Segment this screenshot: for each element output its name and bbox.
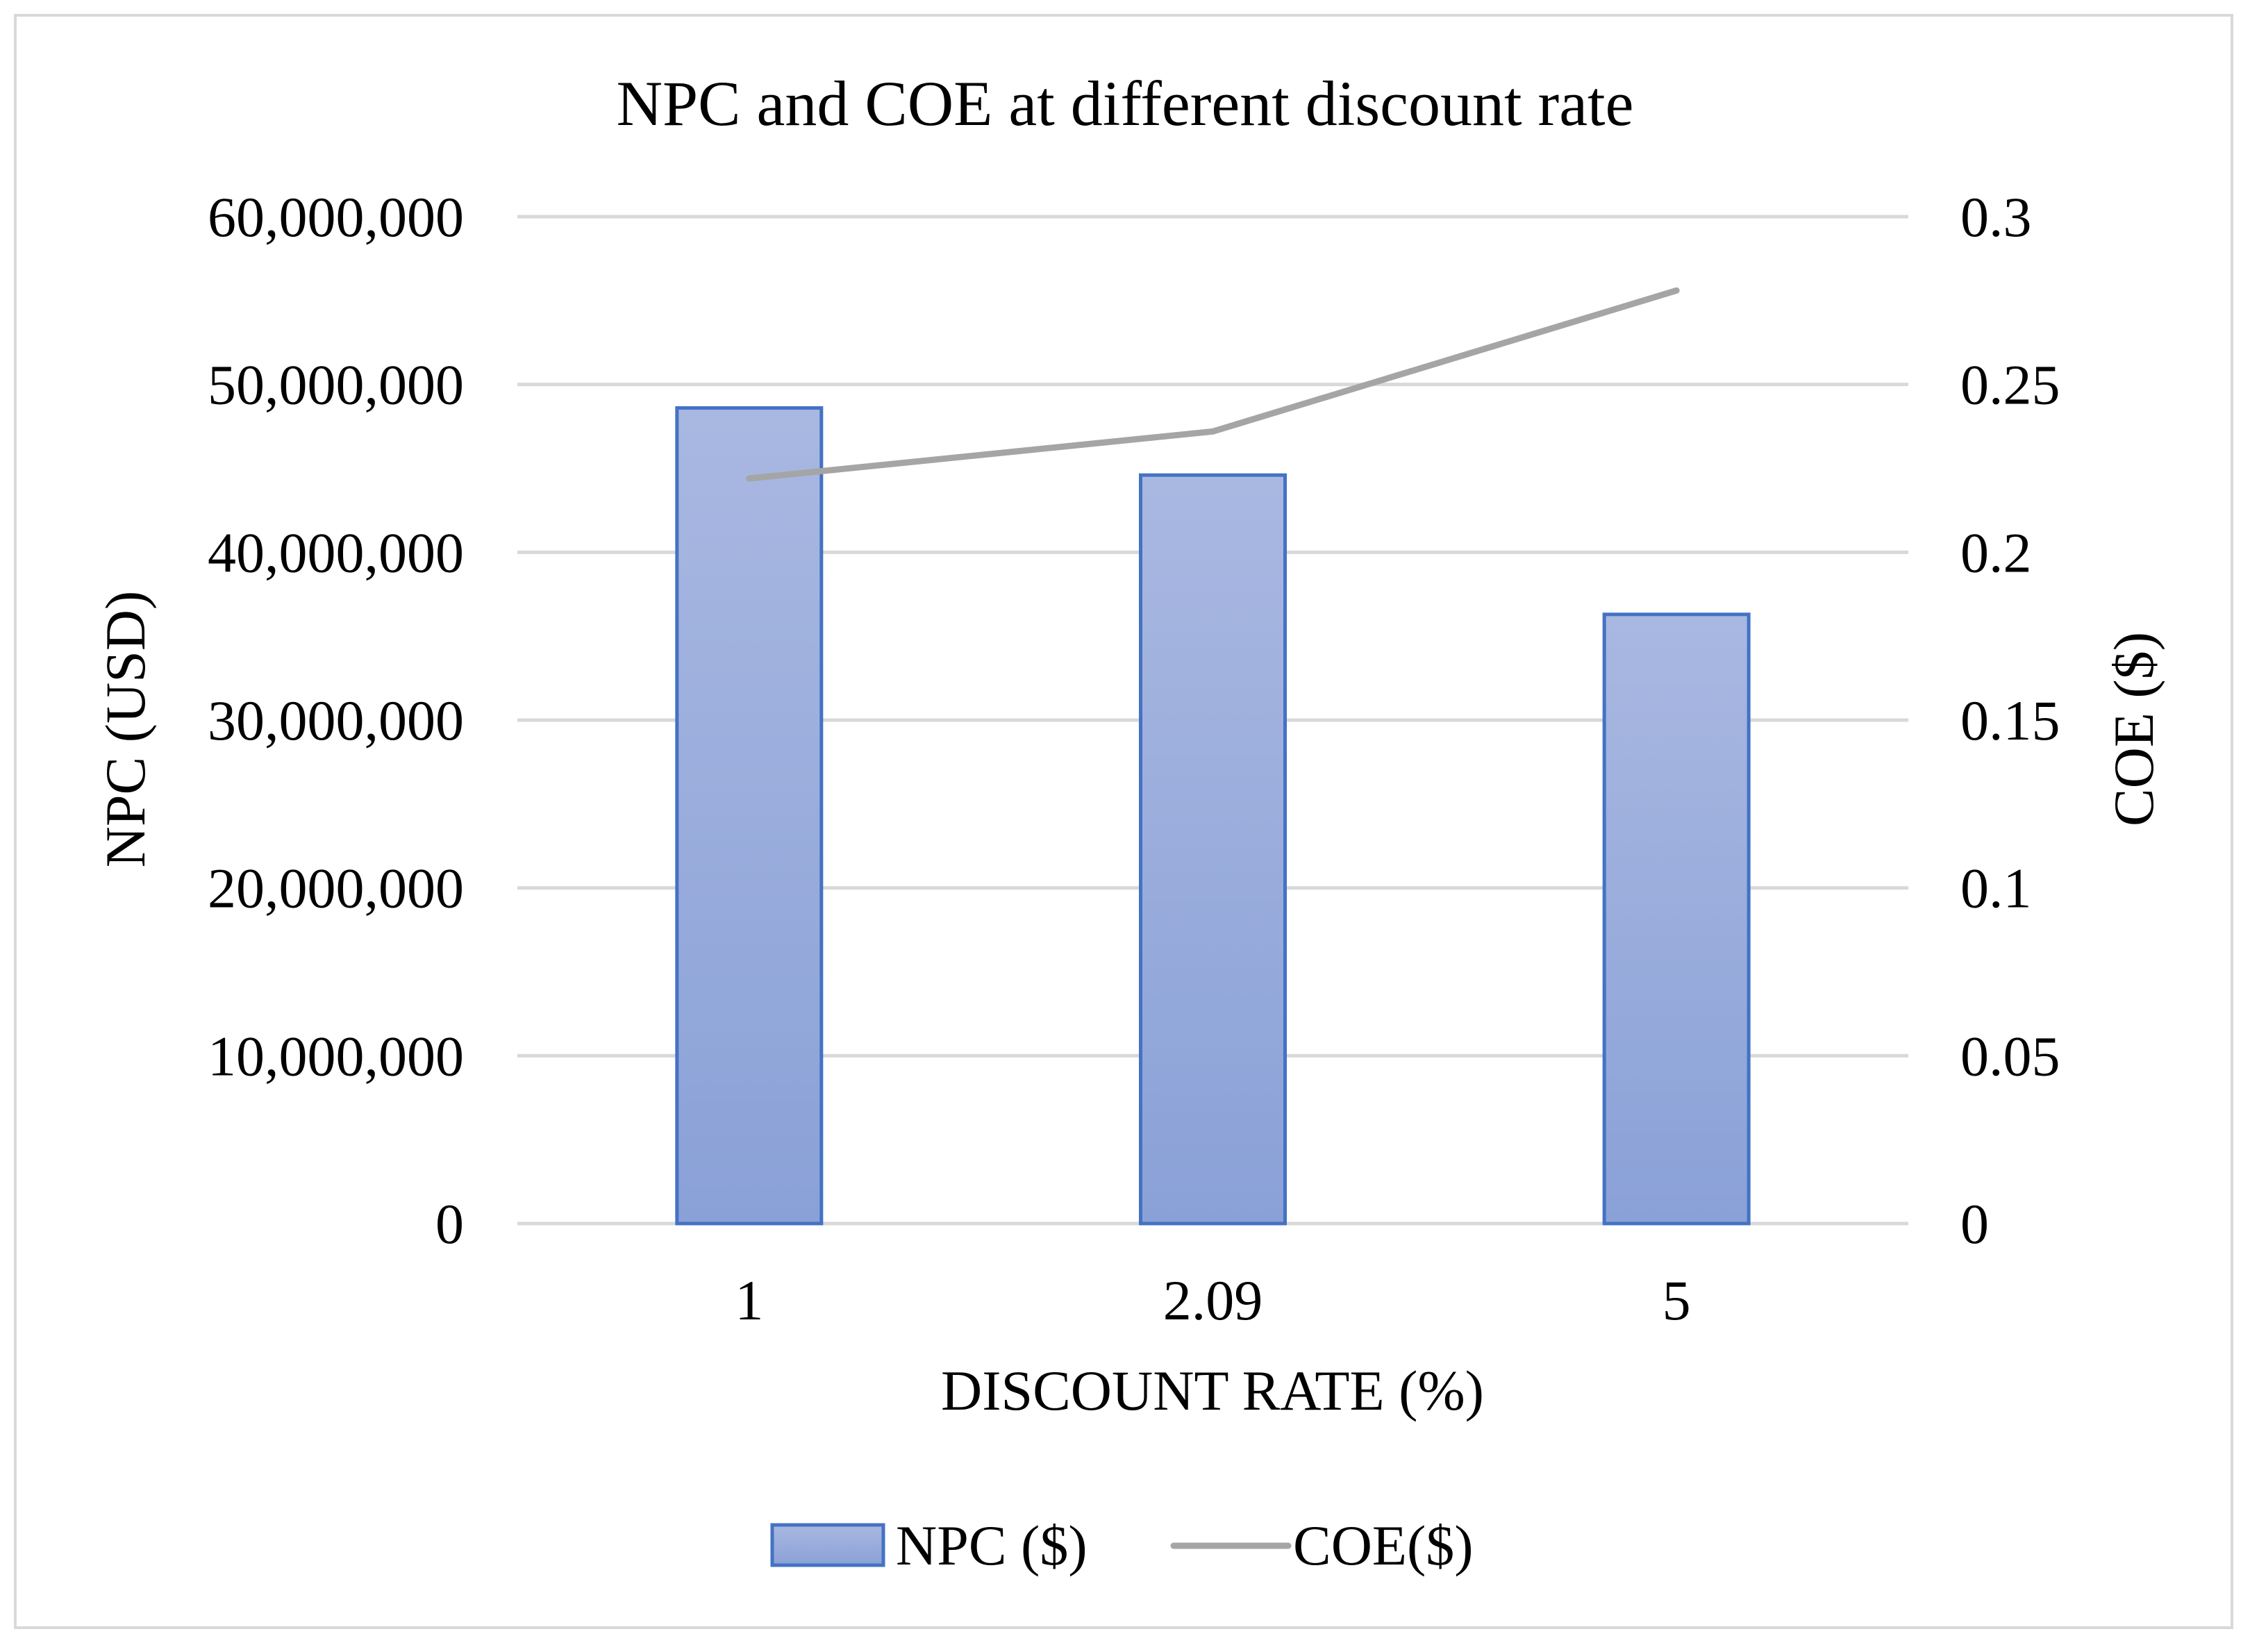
- bar-npc-2: [1139, 473, 1287, 1226]
- chart-frame: [14, 14, 2233, 1629]
- bar-npc-3: [1602, 612, 1751, 1226]
- chart-title: NPC and COE at different discount rate: [617, 68, 1634, 139]
- y-tick-label: 10,000,000: [208, 1024, 464, 1087]
- legend-coe-label: COE($): [1293, 1514, 1474, 1577]
- x-tick-label: 1: [735, 1269, 763, 1332]
- legend-npc-label: NPC ($): [896, 1514, 1088, 1577]
- y-tick-label: 30,000,000: [208, 689, 464, 752]
- coe-line-series: [746, 287, 1680, 482]
- y2-axis-label: COE ($): [2102, 632, 2165, 826]
- bar-npc-1: [675, 406, 824, 1226]
- right-axis-ticks: 0 0.05 0.1 0.15 0.2 0.25 0.3: [1960, 185, 2060, 1255]
- y2-tick-label: 0.2: [1960, 521, 2032, 584]
- y2-tick-label: 0.05: [1960, 1024, 2060, 1087]
- legend: NPC ($) COE($): [770, 1514, 1474, 1577]
- y2-tick-label: 0.1: [1960, 857, 2032, 920]
- y2-tick-label: 0.15: [1960, 689, 2060, 752]
- x-axis-label: DISCOUNT RATE (%): [941, 1359, 1484, 1422]
- x-tick-label: 5: [1662, 1269, 1691, 1332]
- y-tick-label: 40,000,000: [208, 521, 464, 584]
- y-tick-label: 20,000,000: [208, 857, 464, 920]
- bars: [675, 406, 1751, 1226]
- y2-tick-label: 0: [1960, 1192, 1989, 1255]
- y2-tick-label: 0.25: [1960, 353, 2060, 417]
- coe-line: [746, 287, 1680, 482]
- y-axis-label: NPC (USD): [94, 591, 157, 868]
- legend-npc-swatch: [770, 1523, 885, 1567]
- y2-tick-label: 0.3: [1960, 185, 2032, 249]
- y-tick-label: 0: [435, 1192, 464, 1255]
- left-axis-ticks: 0 10,000,000 20,000,000 30,000,000 40,000,00…: [208, 185, 464, 1255]
- x-axis-ticks: 1 2.09 5: [735, 1269, 1690, 1332]
- y-tick-label: 50,000,000: [208, 353, 464, 417]
- x-tick-label: 2.09: [1163, 1269, 1263, 1332]
- y-tick-label: 60,000,000: [208, 185, 464, 249]
